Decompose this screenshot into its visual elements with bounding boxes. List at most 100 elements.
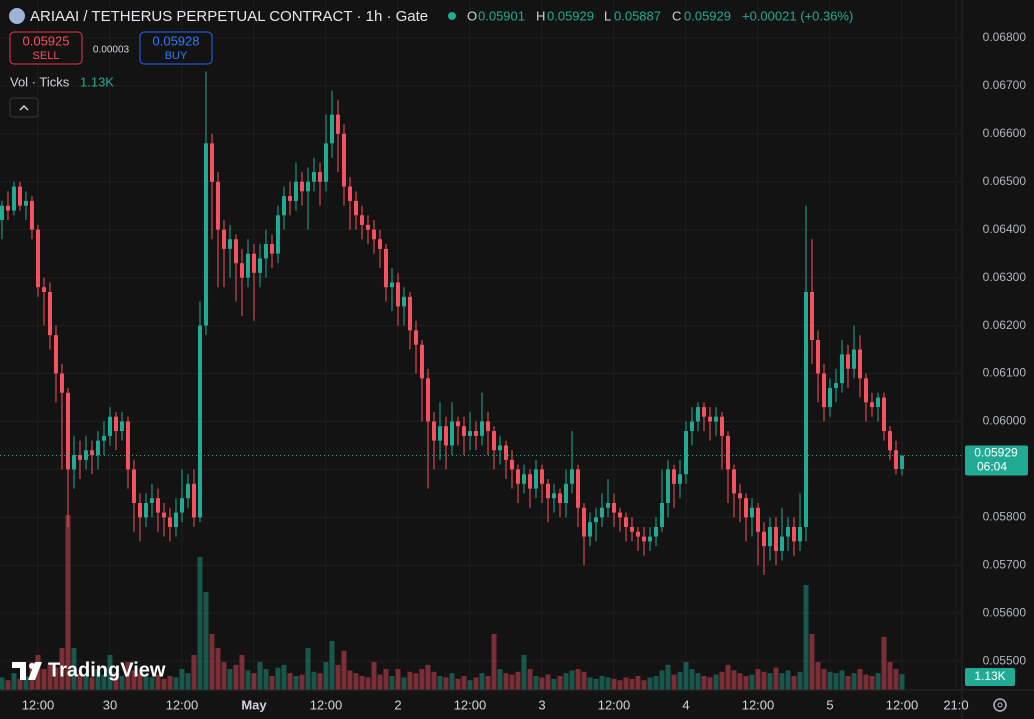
volume-bar — [335, 664, 341, 690]
candle-body — [149, 498, 154, 503]
candle-body — [419, 344, 424, 379]
candle-body — [701, 407, 706, 417]
volume-bar — [515, 671, 521, 690]
candle-body — [611, 502, 616, 513]
candle-body — [767, 526, 772, 547]
candle-body — [203, 143, 208, 326]
y-tick-label: 0.06400 — [983, 222, 1027, 236]
volume-bar — [839, 670, 845, 690]
ohlc-value: 0.05929 — [684, 8, 731, 23]
spread: 0.00003 — [93, 45, 130, 56]
candle-body — [329, 114, 334, 144]
settings-button[interactable] — [993, 698, 1007, 712]
volume-bar — [89, 677, 95, 690]
candle-body — [533, 469, 538, 489]
candle-body — [665, 469, 670, 503]
candle-body — [545, 483, 550, 499]
volume-bar — [443, 677, 449, 690]
candle-body — [221, 229, 226, 249]
ohlc-value: 0.05887 — [614, 8, 661, 23]
volume-bar — [731, 670, 737, 690]
candle-body — [575, 469, 580, 508]
candle-body — [293, 181, 298, 201]
volume-bar — [635, 676, 641, 690]
volume-bar — [359, 676, 365, 690]
buy-button[interactable] — [139, 31, 213, 65]
candle-body — [869, 402, 874, 408]
candle-body — [725, 435, 730, 470]
volume-bar — [161, 678, 167, 690]
volume-bar — [491, 634, 497, 690]
y-tick-label: 0.06000 — [983, 414, 1027, 428]
volume-bar — [317, 673, 323, 690]
candle-body — [737, 493, 742, 499]
volume-bar — [353, 673, 359, 690]
volume-bar — [0, 677, 5, 690]
candle-body — [47, 292, 52, 336]
volume-bar — [413, 673, 419, 690]
candle-body — [317, 172, 322, 182]
candle-body — [509, 459, 514, 470]
candle-body — [821, 373, 826, 408]
candle-body — [719, 416, 724, 436]
candle-body — [833, 383, 838, 388]
candle-body — [137, 502, 142, 518]
buy-label: BUY — [165, 50, 188, 62]
sell-button[interactable] — [9, 31, 83, 65]
volume-bar — [83, 676, 89, 690]
x-tick-label: 12:00 — [166, 697, 199, 712]
ohlc-label: O — [467, 8, 477, 23]
volume-bar — [539, 677, 545, 690]
candle-body — [161, 512, 166, 518]
volume-bar — [419, 669, 425, 690]
candle-body — [359, 215, 364, 225]
volume-bar — [503, 673, 509, 690]
volume-bar — [227, 669, 233, 690]
candle-body — [617, 512, 622, 518]
volume-bar — [119, 676, 125, 690]
volume-bar — [629, 678, 635, 690]
candle-body — [515, 469, 520, 484]
candle-body — [401, 296, 406, 307]
candle-body — [371, 229, 376, 240]
candle-body — [845, 354, 850, 369]
sell-price: 0.05925 — [23, 33, 70, 48]
candle-body — [449, 421, 454, 446]
candle-body — [365, 224, 370, 230]
x-tick-label: 12:00 — [22, 697, 55, 712]
y-tick-label: 0.06300 — [983, 270, 1027, 284]
candle-body — [659, 502, 664, 527]
candle-body — [185, 483, 190, 499]
x-tick-label: 12:00 — [454, 697, 487, 712]
candle-body — [287, 196, 292, 201]
volume-bar — [593, 678, 599, 690]
candle-body — [677, 474, 682, 484]
candle-body — [503, 445, 508, 460]
candle-body — [113, 416, 118, 432]
symbol-title[interactable]: ARIAAI / TETHERUS PERPETUAL CONTRACT · 1… — [30, 8, 428, 25]
x-tick-label: 30 — [103, 697, 117, 712]
candle-body — [827, 387, 832, 408]
candle-body — [803, 292, 808, 527]
candle-body — [863, 378, 868, 403]
x-tick-label: 12:00 — [886, 697, 919, 712]
volume-bar — [173, 677, 179, 690]
volume-bar — [341, 650, 347, 690]
volume-bar — [233, 664, 239, 690]
candle-body — [899, 455, 904, 469]
change: +0.00021 (+0.36%) — [742, 8, 853, 23]
volume-tag-value: 1.13K — [974, 669, 1005, 683]
collapse-button[interactable] — [9, 97, 39, 118]
x-tick-label: 3 — [538, 697, 545, 712]
volume-bar — [11, 673, 17, 690]
candle-body — [35, 229, 40, 288]
price-tag — [965, 445, 1028, 476]
volume-bar — [599, 676, 605, 690]
volume-bar — [647, 677, 653, 690]
volume-bar — [245, 670, 251, 690]
volume-bar — [749, 674, 755, 690]
x-tick-label: 2 — [394, 697, 401, 712]
volume-bar — [311, 671, 317, 690]
volume-bar — [101, 674, 107, 690]
volume-bar — [761, 671, 767, 690]
